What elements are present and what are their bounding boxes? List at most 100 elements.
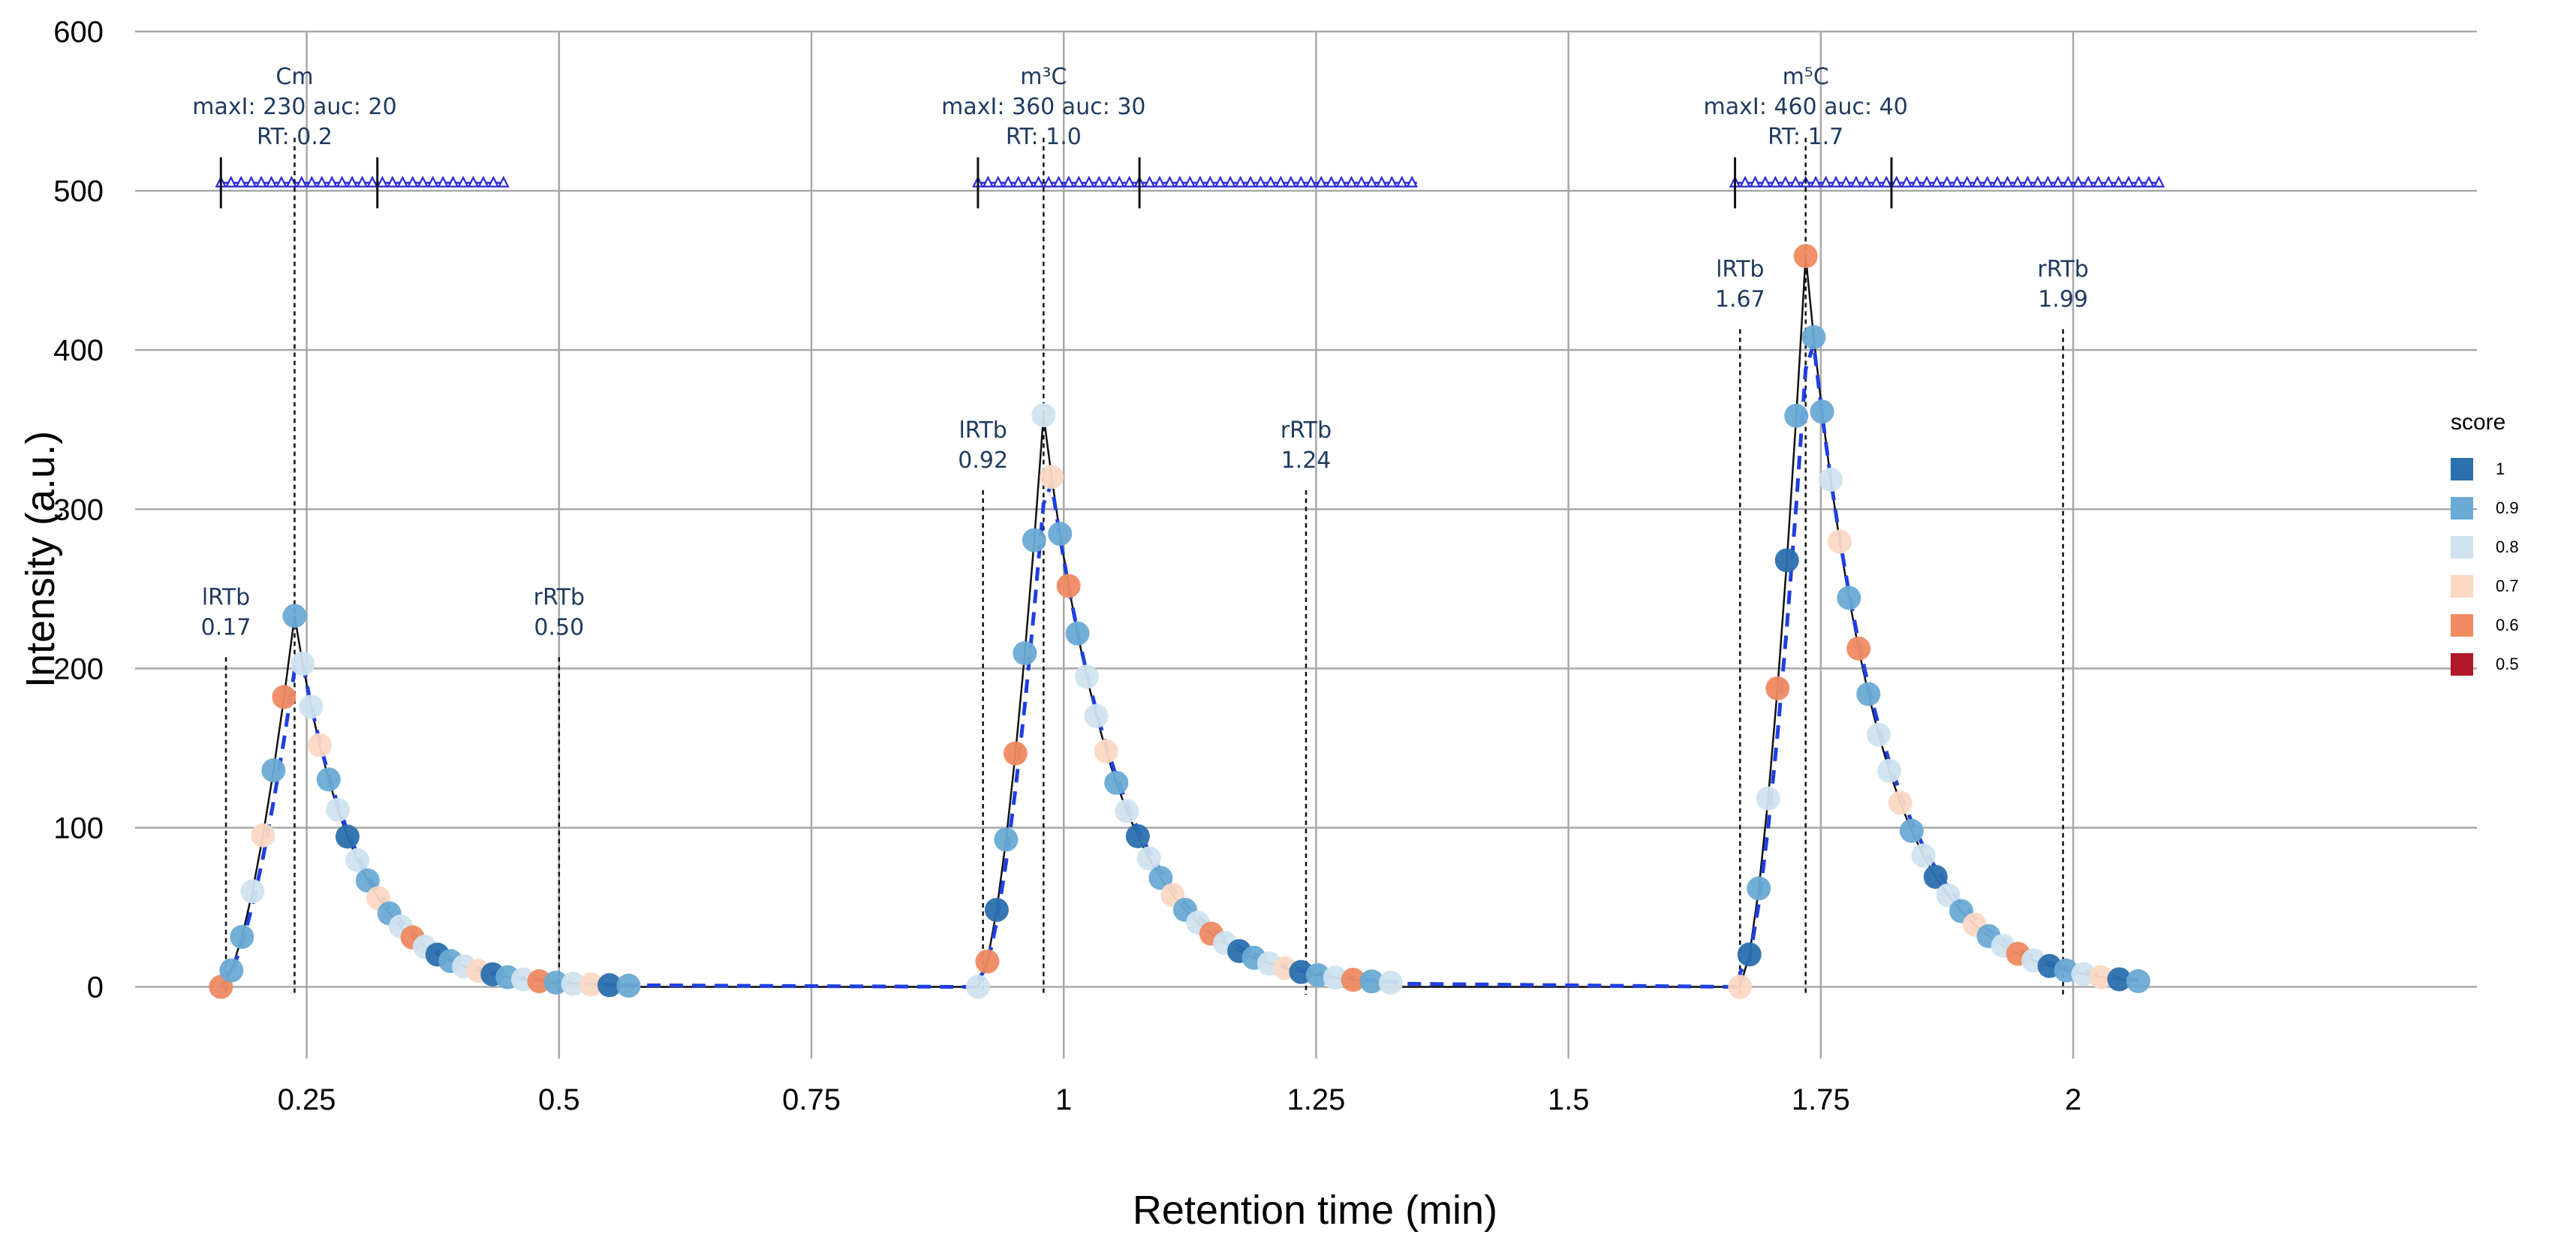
data-point [1003,741,1028,766]
data-point [261,758,286,783]
window-marker [1093,176,1106,188]
window-marker [346,176,358,188]
data-point [1728,974,1753,999]
data-point [240,879,265,904]
lrtb-label: lRTb [202,585,250,611]
data-point [345,848,370,872]
window-marker [467,176,480,188]
peak-rt-label: RT: 0.2 [257,124,333,150]
y-tick-label: 100 [53,812,104,845]
data-point [1104,770,1129,795]
window-marker [1991,176,2003,188]
window-marker [1002,176,1015,188]
data-point [335,824,360,849]
boundary-lines [224,137,2064,995]
data-points [209,244,2150,999]
annotations: Cm maxI: 230 auc: 20 RT: 0.2 lRTb 0.17 rRTb 0.… [192,64,2089,641]
window-marker [1780,176,1792,188]
window-marker [296,176,308,188]
window-marker [1305,176,1317,188]
data-point [1022,528,1046,553]
peak-rt-label: RT: 1.7 [1768,124,1843,150]
data-point [1846,636,1871,661]
data-point [1341,968,1365,992]
window-marker [245,176,257,188]
window-marker [1123,176,1136,188]
window-marker [2072,176,2084,188]
window-marker [1749,176,1762,188]
x-axis-title: Retention time (min) [1133,1188,1497,1233]
x-tick-label: 0.25 [278,1083,336,1116]
window-marker [1194,176,1206,188]
window-marker [1254,176,1267,188]
window-marker [376,176,389,188]
x-tick-label: 0.75 [782,1083,841,1116]
data-point [316,767,341,792]
window-marker [1759,176,1771,188]
data-point [1031,403,1056,428]
data-point [355,868,380,893]
window-marker [1043,176,1055,188]
data-point [1747,876,1771,901]
window-marker [2153,176,2165,188]
window-marker [1789,176,1802,188]
window-marker [2092,176,2105,188]
window-marker [1285,176,1297,188]
window-marker [1860,176,1873,188]
data-point [994,827,1019,852]
lrtb-value: 1.67 [1715,287,1765,313]
peak-rt-label: RT: 1.0 [1006,124,1082,150]
legend-label: 0.8 [2496,538,2519,556]
window-marker [275,176,287,188]
window-marker [992,176,1004,188]
data-point [1877,758,1902,783]
window-marker [2042,176,2054,188]
window-marker [982,176,995,188]
window-marker [1184,176,1196,188]
x-tick-label: 2 [2065,1083,2081,1116]
window-marker [1012,176,1025,188]
data-point [965,974,990,999]
window-marker [437,176,449,188]
data-point [1115,799,1139,824]
window-marker [1981,176,1994,188]
window-marker [1022,176,1034,188]
window-marker [224,176,237,188]
window-marker [1265,176,1277,188]
tick-labels: 0 100 200 300 400 500 600 0.25 0.5 0.75 1 1.25 1.5 1.… [53,16,2081,1116]
rrtb-value: 1.99 [2038,287,2088,313]
data-point [1888,791,1912,815]
data-point [1056,574,1081,598]
window-marker [1214,176,1226,188]
data-point [2126,968,2150,993]
window-marker [498,176,510,188]
data-point [1765,676,1790,700]
data-point [1379,970,1404,995]
window-marker [1315,176,1327,188]
window-marker [1103,176,1115,188]
rrtb-label: rRTb [534,585,585,611]
rrtb-value: 0.50 [534,615,584,641]
data-point [1801,325,1826,350]
window-marker [305,176,318,188]
window-marker [1819,176,1832,188]
data-point [326,797,351,822]
data-point [307,733,332,758]
window-marker [1769,176,1782,188]
window-marker [1840,176,1852,188]
legend-swatch [2451,497,2473,520]
window-marker [1921,176,1933,188]
data-point [1819,467,1843,492]
data-point [1774,548,1799,573]
window-marker [1376,176,1388,188]
window-marker [1930,176,1943,188]
data-point [219,958,244,983]
window-marker [326,176,339,188]
window-marker [255,176,267,188]
x-tick-label: 1.25 [1287,1083,1346,1116]
legend-label: 0.9 [2496,498,2519,517]
y-tick-label: 400 [53,334,104,367]
window-marker [2123,176,2135,188]
lrtb-value: 0.92 [958,447,1008,474]
data-point [1125,824,1150,848]
